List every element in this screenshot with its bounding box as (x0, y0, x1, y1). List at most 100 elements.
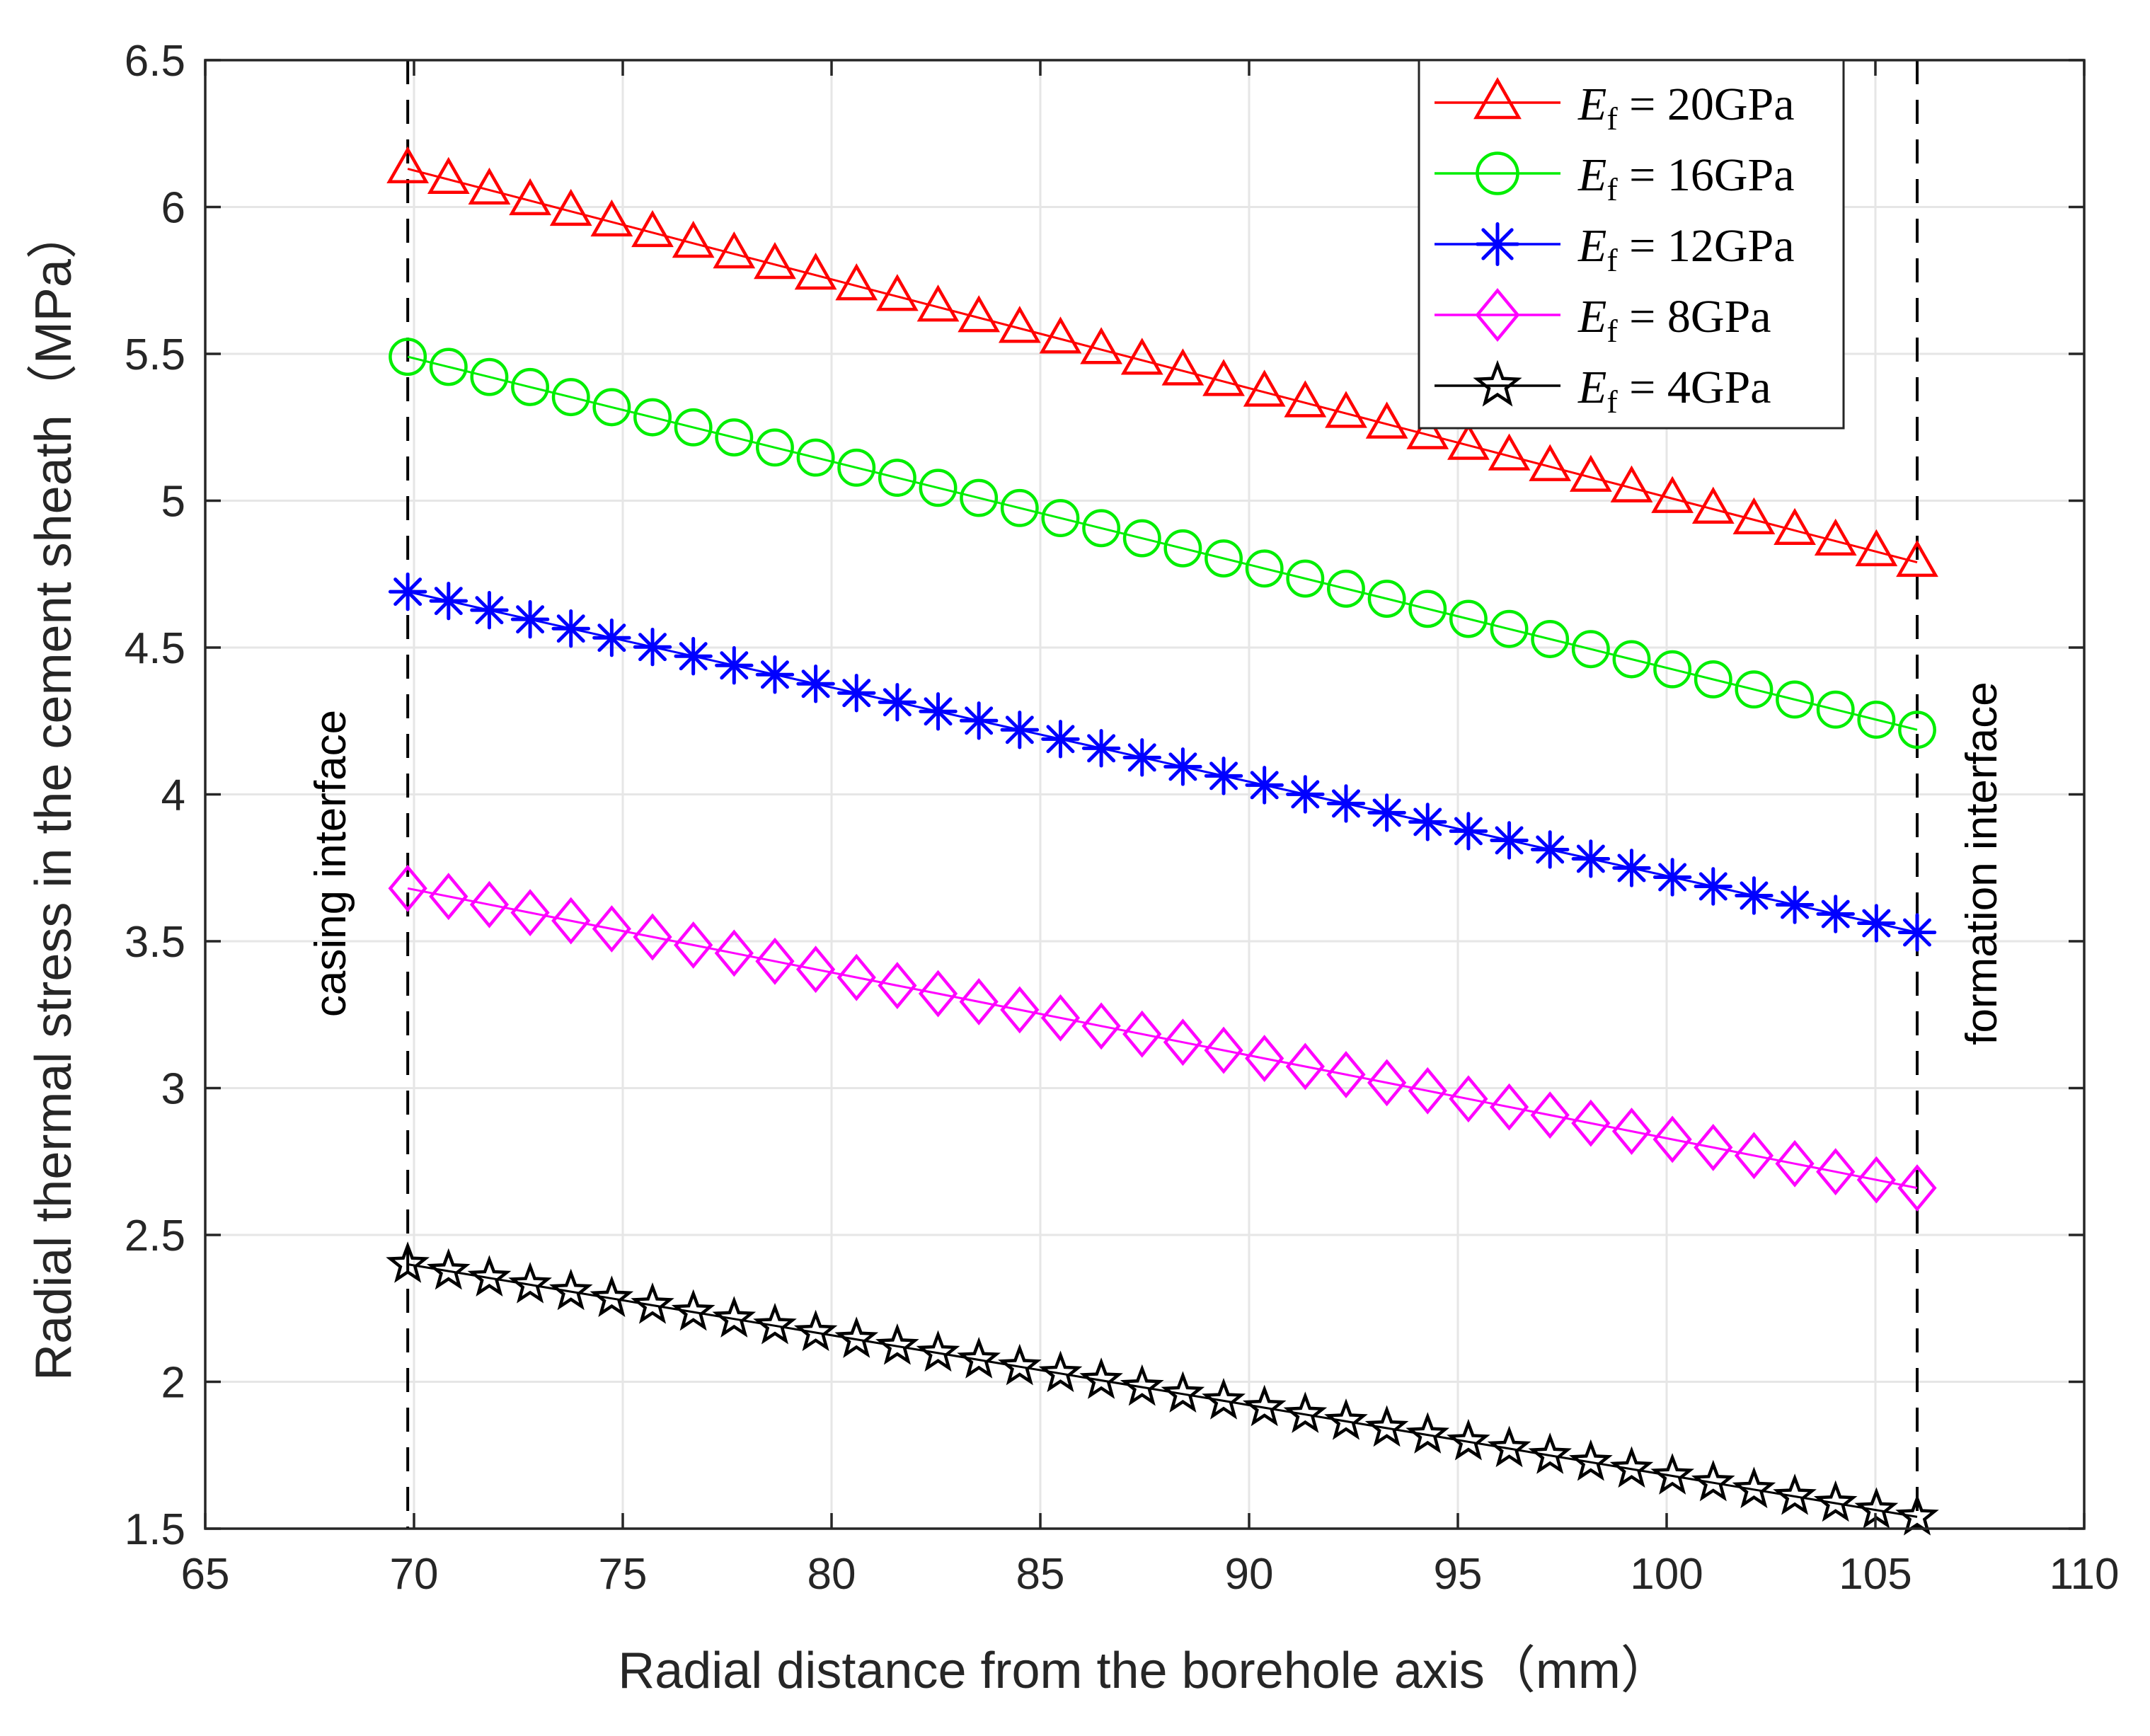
data-point (388, 864, 427, 912)
asterisk-stroke (801, 669, 830, 699)
legend-subscript: f (1606, 384, 1618, 420)
asterisk-stroke (1862, 909, 1891, 938)
data-point (1367, 580, 1406, 618)
data-point (1611, 1108, 1652, 1155)
asterisk-stroke (720, 651, 749, 680)
data-point (388, 572, 427, 611)
asterisk-stroke (1740, 881, 1769, 910)
y-tick-label: 5 (161, 478, 185, 527)
data-point (1528, 1432, 1572, 1474)
data-point (1691, 486, 1735, 524)
asterisk-stroke (1495, 826, 1524, 855)
data-point (1855, 529, 1898, 567)
legend-value: = 12GPa (1618, 220, 1795, 272)
data-point (1897, 1164, 1937, 1212)
data-point (551, 378, 590, 417)
data-point (1694, 867, 1732, 906)
data-point (468, 167, 511, 205)
data-point (794, 253, 837, 290)
data-point (1813, 1480, 1858, 1522)
casing-interface-label: casing interface (306, 710, 355, 1017)
data-point (1243, 369, 1286, 407)
data-point (633, 628, 672, 667)
x-tick-label: 100 (1630, 1550, 1703, 1599)
data-point (1734, 1132, 1774, 1180)
asterisk-stroke (1454, 817, 1483, 846)
series-circle (389, 338, 1936, 749)
data-point (1529, 444, 1572, 481)
data-point (1038, 1350, 1083, 1393)
data-point (1286, 559, 1325, 598)
data-point (389, 338, 427, 376)
data-point (1122, 738, 1161, 777)
data-point (916, 1330, 960, 1372)
data-point (633, 398, 672, 437)
data-point (509, 178, 551, 216)
data-point (1530, 1091, 1570, 1139)
data-point (1490, 609, 1529, 648)
x-tick-label: 70 (390, 1550, 439, 1599)
asterisk-stroke (597, 623, 626, 653)
data-point (1408, 1067, 1447, 1115)
data-point (918, 970, 958, 1018)
y-tick-label: 3 (161, 1065, 185, 1114)
x-tick-label: 85 (1016, 1550, 1065, 1599)
data-point (1039, 316, 1082, 354)
data-point (1122, 1010, 1162, 1058)
asterisk-stroke (556, 614, 585, 643)
data-point (1447, 1418, 1490, 1461)
data-point (1205, 539, 1243, 577)
asterisk-stroke (475, 596, 504, 625)
data-point (1327, 569, 1365, 608)
data-point (429, 347, 468, 386)
data-point (715, 418, 754, 457)
asterisk-stroke (516, 605, 545, 634)
legend-marker (1473, 360, 1522, 407)
data-point (1325, 391, 1367, 428)
data-point (1612, 640, 1651, 679)
data-point (919, 469, 958, 507)
data-point (1082, 509, 1121, 548)
data-point (878, 683, 917, 722)
y-tick-label: 2.5 (125, 1212, 185, 1260)
data-point (1735, 670, 1774, 709)
data-point (1000, 488, 1039, 527)
data-point (1569, 454, 1612, 492)
data-point (1775, 1139, 1815, 1188)
legend-prefix: E (1577, 149, 1606, 201)
data-point (510, 889, 550, 937)
data-point (1530, 830, 1570, 869)
data-point (997, 1343, 1042, 1386)
data-point (837, 448, 876, 487)
legend-subscript: f (1606, 313, 1618, 349)
data-point (548, 1268, 593, 1311)
asterisk-stroke (1413, 807, 1442, 837)
data-point (1284, 380, 1327, 418)
asterisk-stroke (1576, 844, 1605, 873)
data-point (1163, 1018, 1203, 1067)
legend-label: Ef = 12GPa (1577, 220, 1795, 278)
asterisk-stroke (1372, 798, 1401, 827)
asterisk-stroke (965, 706, 994, 735)
data-point (1732, 497, 1776, 534)
data-point (631, 209, 674, 248)
data-point (1081, 1002, 1121, 1050)
data-point (715, 646, 754, 685)
data-point (470, 357, 509, 396)
legend-item-diamond: Ef = 8GPa (1435, 287, 1771, 349)
y-ticks: 1.5 2 2.5 3 3.5 4 4.5 5 5.5 6 6.5 (125, 37, 2084, 1554)
data-point (1408, 590, 1447, 628)
data-point (631, 1282, 674, 1324)
series-diamond (388, 864, 1937, 1212)
data-point (511, 367, 550, 406)
legend-item-star: Ef = 4GPa (1435, 360, 1771, 420)
legend-label: Ef = 8GPa (1577, 291, 1771, 349)
y-tick-label: 6.5 (125, 37, 185, 86)
data-point (916, 284, 960, 322)
asterisk-stroke (883, 688, 912, 717)
x-tick-label: 90 (1225, 1550, 1274, 1599)
data-point (959, 701, 999, 740)
data-point (959, 978, 999, 1025)
data-point (1202, 359, 1245, 396)
